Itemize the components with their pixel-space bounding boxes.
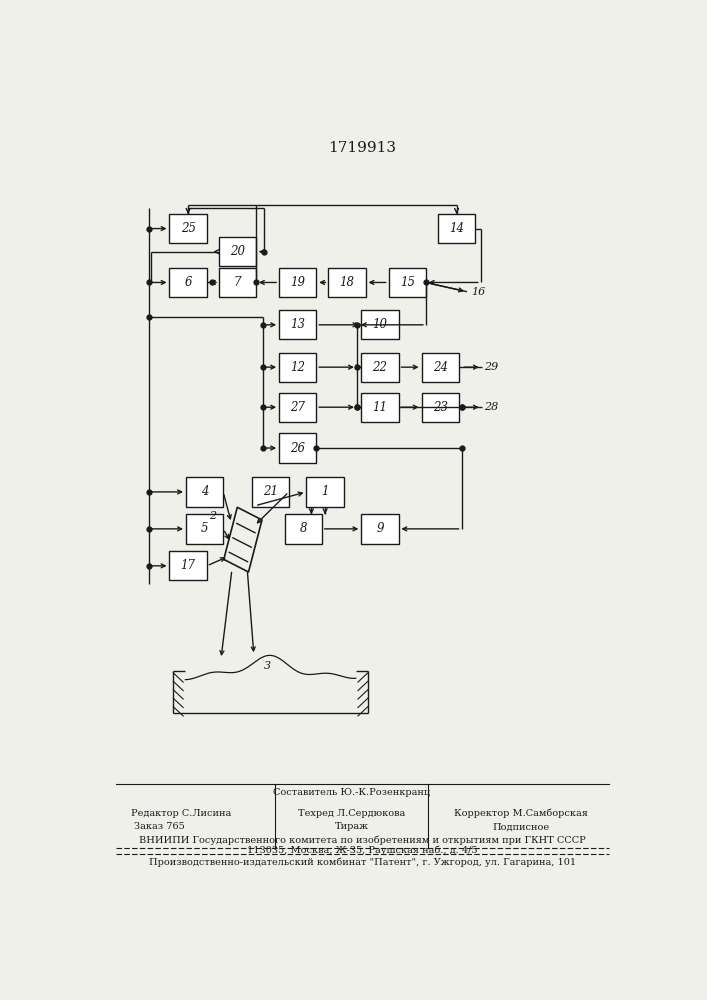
Text: 4: 4 (201, 485, 209, 498)
FancyBboxPatch shape (279, 268, 316, 297)
Text: 26: 26 (290, 442, 305, 455)
FancyBboxPatch shape (170, 551, 206, 580)
Text: 23: 23 (433, 401, 448, 414)
Text: 28: 28 (484, 402, 498, 412)
FancyBboxPatch shape (361, 310, 399, 339)
Text: ВНИИПИ Государственного комитета по изобретениям и открытиям при ГКНТ СССР: ВНИИПИ Государственного комитета по изоб… (139, 835, 585, 845)
FancyBboxPatch shape (186, 514, 223, 544)
FancyBboxPatch shape (279, 310, 316, 339)
FancyBboxPatch shape (389, 268, 426, 297)
FancyBboxPatch shape (279, 393, 316, 422)
FancyBboxPatch shape (284, 514, 322, 544)
FancyBboxPatch shape (252, 477, 289, 507)
Text: 18: 18 (339, 276, 354, 289)
Text: Подписное: Подписное (493, 822, 550, 831)
FancyBboxPatch shape (279, 353, 316, 382)
Text: 16: 16 (472, 287, 486, 297)
FancyBboxPatch shape (170, 268, 206, 297)
Text: 20: 20 (230, 245, 245, 258)
Text: Техред Л.Сердюкова: Техред Л.Сердюкова (298, 808, 405, 818)
Text: 1719913: 1719913 (328, 141, 397, 155)
Text: Тираж: Тираж (334, 822, 368, 831)
Text: 14: 14 (449, 222, 464, 235)
Text: 15: 15 (399, 276, 415, 289)
Text: 1: 1 (321, 485, 329, 498)
Text: 11: 11 (373, 401, 387, 414)
FancyBboxPatch shape (170, 214, 206, 243)
FancyBboxPatch shape (421, 393, 459, 422)
Text: 19: 19 (290, 276, 305, 289)
FancyBboxPatch shape (218, 237, 256, 266)
FancyBboxPatch shape (361, 393, 399, 422)
FancyBboxPatch shape (421, 353, 459, 382)
Text: 6: 6 (185, 276, 192, 289)
FancyBboxPatch shape (306, 477, 344, 507)
Text: 10: 10 (373, 318, 387, 331)
Text: 22: 22 (373, 361, 387, 374)
Text: 9: 9 (376, 522, 384, 535)
Text: 27: 27 (290, 401, 305, 414)
FancyBboxPatch shape (186, 477, 223, 507)
Text: Заказ 765: Заказ 765 (134, 822, 185, 831)
Text: 8: 8 (299, 522, 307, 535)
Text: 13: 13 (290, 318, 305, 331)
FancyBboxPatch shape (361, 514, 399, 544)
Text: 25: 25 (180, 222, 196, 235)
Text: 17: 17 (180, 559, 196, 572)
Text: Редактор С.Лисина: Редактор С.Лисина (132, 808, 232, 818)
Text: 2: 2 (209, 511, 216, 521)
Text: 24: 24 (433, 361, 448, 374)
Text: 21: 21 (263, 485, 278, 498)
Text: 29: 29 (484, 362, 498, 372)
FancyBboxPatch shape (218, 268, 256, 297)
Text: 5: 5 (201, 522, 209, 535)
Text: 3: 3 (264, 661, 271, 671)
Text: Производственно-издательский комбинат "Патент", г. Ужгород, ул. Гагарина, 101: Производственно-издательский комбинат "П… (148, 858, 576, 867)
Text: Корректор М.Самборская: Корректор М.Самборская (455, 808, 588, 818)
FancyBboxPatch shape (279, 433, 316, 463)
FancyBboxPatch shape (438, 214, 475, 243)
FancyBboxPatch shape (328, 268, 366, 297)
FancyBboxPatch shape (361, 353, 399, 382)
Text: 12: 12 (290, 361, 305, 374)
Text: 113035, Москва, Ж-35, Раушская наб., д. 4/5: 113035, Москва, Ж-35, Раушская наб., д. … (247, 845, 478, 855)
Text: 7: 7 (233, 276, 241, 289)
Text: Составитель Ю.-К.Розенкранц: Составитель Ю.-К.Розенкранц (273, 788, 430, 797)
